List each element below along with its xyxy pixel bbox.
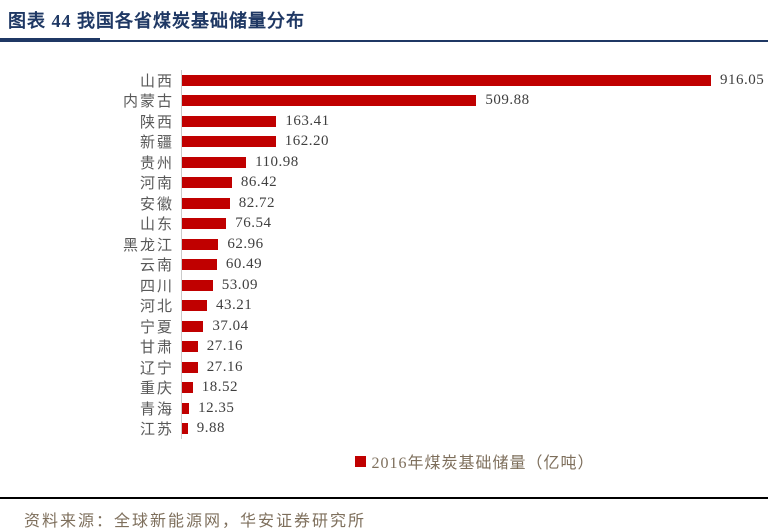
- value-label: 53.09: [221, 276, 258, 293]
- legend-marker-icon: [355, 455, 367, 467]
- bar: [182, 74, 711, 86]
- bar-row: 辽宁 27.16: [0, 357, 768, 378]
- bar: [182, 423, 188, 435]
- bar-row: 山东 76.54: [0, 214, 768, 235]
- value-label: 27.16: [206, 358, 243, 375]
- bar-row: 四川 53.09: [0, 275, 768, 296]
- bar-row: 云南 60.49: [0, 255, 768, 276]
- bar-row: 青海 12.35: [0, 398, 768, 419]
- category-label: 四川: [139, 278, 174, 295]
- value-label: 82.72: [238, 194, 276, 211]
- footer-rule: [0, 497, 768, 499]
- value-label: 509.88: [485, 92, 530, 109]
- bar-row: 安徽 82.72: [0, 193, 768, 214]
- category-label: 山东: [139, 217, 174, 234]
- value-label: 110.98: [255, 153, 299, 170]
- bar: [182, 136, 276, 148]
- title-rule: [0, 38, 768, 42]
- bar: [182, 402, 190, 414]
- category-label: 宁夏: [139, 319, 174, 336]
- value-label: 62.96: [227, 235, 264, 252]
- category-label: 辽宁: [139, 360, 174, 377]
- bar-row: 河南 86.42: [0, 173, 768, 194]
- value-label: 18.52: [201, 379, 238, 396]
- bar-row: 陕西 163.41: [0, 111, 768, 132]
- value-label: 43.21: [216, 297, 253, 314]
- bar: [182, 279, 213, 291]
- bar: [182, 197, 230, 209]
- category-label: 山西: [139, 73, 174, 90]
- bar: [182, 218, 227, 230]
- category-label: 重庆: [139, 381, 174, 398]
- value-label: 60.49: [225, 256, 263, 273]
- value-label: 163.41: [285, 112, 330, 129]
- bar: [182, 115, 277, 127]
- bar-row: 山西 916.05: [0, 70, 768, 91]
- bar-row: 重庆 18.52: [0, 378, 768, 399]
- chart-legend: 2016年煤炭基础储量（亿吨）: [182, 449, 768, 473]
- bar: [182, 361, 198, 373]
- category-label: 甘肃: [139, 340, 174, 357]
- bar: [182, 300, 207, 312]
- category-label: 黑龙江: [122, 237, 174, 254]
- bar-row: 内蒙古 509.88: [0, 91, 768, 112]
- bar: [182, 177, 232, 189]
- bar: [182, 382, 193, 394]
- legend-label: 2016年煤炭基础储量（亿吨）: [371, 455, 595, 472]
- category-label: 江苏: [139, 422, 174, 439]
- category-label: 河南: [139, 176, 174, 193]
- category-label: 贵州: [139, 155, 174, 172]
- coal-reserves-bar-chart: 山西 916.05 内蒙古 509.88 陕西 163.41 新疆 162.20 贵州 110.9…: [0, 42, 768, 473]
- bar-row: 河北 43.21: [0, 296, 768, 317]
- bar-rows: 山西 916.05 内蒙古 509.88 陕西 163.41 新疆 162.20 贵州 110.9…: [0, 70, 768, 439]
- figure-title: 图表 44 我国各省煤炭基础储量分布: [8, 11, 305, 31]
- category-label: 云南: [139, 258, 174, 275]
- bar: [182, 238, 219, 250]
- value-label: 916.05: [720, 71, 765, 88]
- bar: [182, 259, 217, 271]
- bar: [182, 156, 247, 168]
- value-label: 9.88: [196, 420, 225, 437]
- category-label: 新疆: [139, 135, 174, 152]
- value-label: 76.54: [235, 215, 272, 232]
- value-label: 162.20: [284, 133, 329, 150]
- value-label: 27.16: [206, 338, 243, 355]
- category-label: 河北: [139, 299, 174, 316]
- bar: [182, 341, 198, 353]
- category-label: 内蒙古: [122, 94, 174, 111]
- value-label: 86.42: [240, 174, 278, 191]
- title-rule-thick: [0, 38, 100, 42]
- title-rule-thin: [0, 40, 768, 42]
- bar-row: 甘肃 27.16: [0, 337, 768, 358]
- value-label: 12.35: [198, 399, 235, 416]
- bar: [182, 95, 477, 107]
- category-label: 青海: [139, 401, 174, 418]
- bar: [182, 320, 204, 332]
- value-label: 37.04: [212, 317, 249, 334]
- bar-row: 贵州 110.98: [0, 152, 768, 173]
- bar-row: 江苏 9.88: [0, 419, 768, 440]
- bar-row: 黑龙江 62.96: [0, 234, 768, 255]
- source-note: 资料来源：全球新能源网，华安证券研究所: [24, 513, 367, 530]
- bar-row: 新疆 162.20: [0, 132, 768, 153]
- category-label: 陕西: [139, 114, 174, 131]
- bar-row: 宁夏 37.04: [0, 316, 768, 337]
- category-label: 安徽: [139, 196, 174, 213]
